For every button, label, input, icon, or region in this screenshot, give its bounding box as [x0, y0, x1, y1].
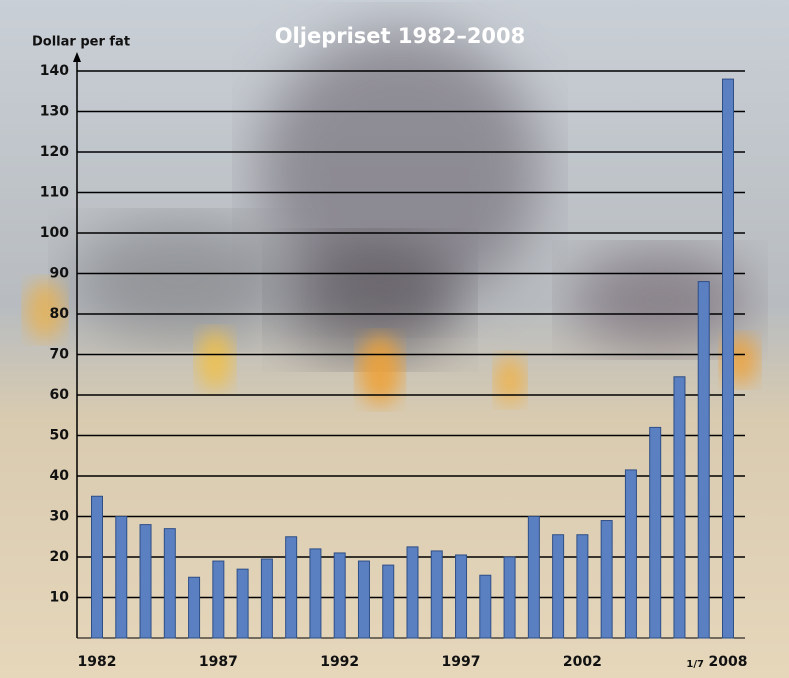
y-tick-label: 20 [50, 549, 70, 565]
y-tick-label: 140 [40, 63, 69, 79]
bar [164, 529, 175, 638]
bar [334, 553, 345, 638]
bar [577, 535, 588, 638]
y-tick-label: 30 [50, 509, 70, 525]
x-tick-label: 2002 [563, 654, 602, 670]
annotation: 1/7 [686, 659, 704, 670]
bar [601, 521, 612, 638]
bar [237, 569, 248, 638]
x-tick-label: 1987 [199, 654, 238, 670]
bar [140, 525, 151, 638]
chart-title: Oljepriset 1982–2008 [275, 24, 526, 48]
x-tick-label: 2008 [709, 654, 748, 670]
chart: Oljepriset 1982–2008 Dollar per fat 10 20… [0, 0, 789, 678]
y-tick-label: 120 [40, 144, 69, 160]
bar [383, 565, 394, 638]
bar [723, 79, 734, 638]
bar [528, 517, 539, 639]
x-tick-label: 1982 [78, 654, 117, 670]
y-tick-label: 100 [40, 225, 69, 241]
bar [358, 561, 369, 638]
bar [674, 377, 685, 638]
bar [553, 535, 564, 638]
y-tick-label: 50 [50, 428, 70, 444]
bar [456, 555, 467, 638]
bar [431, 551, 442, 638]
bar [261, 559, 272, 638]
bar [625, 470, 636, 638]
y-tick-label: 70 [50, 347, 70, 363]
bar [213, 561, 224, 638]
bar [698, 282, 709, 638]
bar [189, 577, 200, 638]
y-tick-label: 80 [50, 306, 70, 322]
y-tick-label: 40 [50, 468, 70, 484]
y-tick-label: 60 [50, 387, 70, 403]
bar [407, 547, 418, 638]
bar [504, 557, 515, 638]
x-tick-label: 1992 [320, 654, 359, 670]
y-tick-label: 110 [40, 185, 69, 201]
y-tick-label: 130 [40, 104, 69, 120]
y-tick-label: 90 [50, 266, 70, 282]
bar [286, 537, 297, 638]
bar [650, 427, 661, 638]
bar [310, 549, 321, 638]
x-tick-label: 1997 [442, 654, 481, 670]
bar [480, 575, 491, 638]
bar [116, 517, 127, 639]
y-axis-label: Dollar per fat [32, 35, 130, 50]
page: {"chart_data": {"type": "bar", "title": … [0, 0, 789, 678]
bar [92, 496, 103, 638]
y-tick-label: 10 [50, 590, 70, 606]
